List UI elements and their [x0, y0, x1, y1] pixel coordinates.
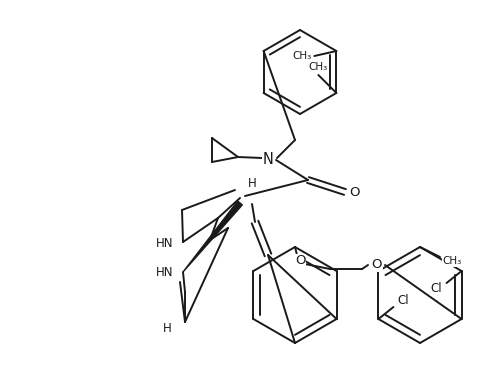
- Text: CH₃: CH₃: [309, 62, 328, 72]
- Text: Cl: Cl: [398, 294, 409, 307]
- Text: HN: HN: [156, 236, 174, 249]
- Text: H: H: [247, 176, 257, 189]
- Text: O: O: [372, 258, 382, 272]
- Text: O: O: [349, 185, 359, 198]
- Text: N: N: [263, 151, 274, 167]
- Text: H: H: [163, 321, 171, 334]
- Polygon shape: [183, 201, 242, 272]
- Text: O: O: [295, 254, 305, 267]
- Text: HN: HN: [156, 267, 174, 279]
- Text: CH₃: CH₃: [293, 51, 312, 61]
- Text: CH₃: CH₃: [443, 256, 462, 266]
- Text: Cl: Cl: [431, 283, 443, 296]
